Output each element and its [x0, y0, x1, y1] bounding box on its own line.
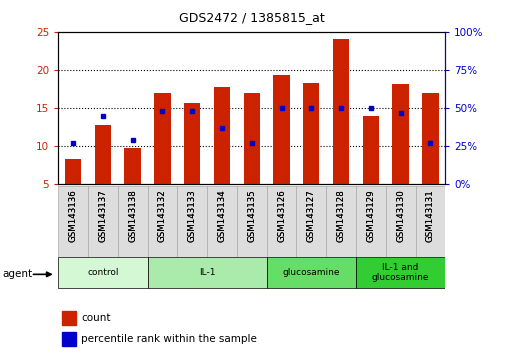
Bar	[124, 148, 140, 184]
Text: GSM143130: GSM143130	[395, 189, 405, 242]
FancyBboxPatch shape	[266, 257, 355, 288]
FancyBboxPatch shape	[58, 186, 88, 257]
Bar	[243, 93, 260, 184]
Text: GSM143127: GSM143127	[306, 189, 315, 242]
Bar	[213, 87, 230, 184]
Bar	[421, 93, 438, 184]
Text: GDS2472 / 1385815_at: GDS2472 / 1385815_at	[178, 11, 324, 24]
Text: GSM143134: GSM143134	[217, 189, 226, 242]
Bar	[94, 125, 111, 184]
Bar	[65, 159, 81, 184]
Text: GSM143128: GSM143128	[336, 189, 345, 242]
FancyBboxPatch shape	[415, 186, 444, 257]
Bar	[362, 116, 378, 184]
Bar	[62, 312, 75, 325]
Bar	[273, 75, 289, 184]
FancyBboxPatch shape	[147, 186, 177, 257]
Bar	[154, 93, 170, 184]
Text: GSM143132: GSM143132	[158, 189, 167, 242]
FancyBboxPatch shape	[266, 186, 296, 257]
Text: GSM143135: GSM143135	[247, 189, 256, 242]
Text: GSM143137: GSM143137	[98, 189, 107, 242]
FancyBboxPatch shape	[355, 186, 385, 257]
Text: GSM143136: GSM143136	[69, 189, 77, 242]
Bar	[184, 103, 200, 184]
FancyBboxPatch shape	[177, 186, 207, 257]
Text: glucosamine: glucosamine	[282, 268, 339, 277]
Text: GSM143138: GSM143138	[128, 189, 137, 242]
Bar	[62, 332, 75, 346]
Text: percentile rank within the sample: percentile rank within the sample	[81, 334, 257, 344]
Text: GSM143137: GSM143137	[98, 189, 107, 242]
Text: count: count	[81, 313, 111, 323]
FancyBboxPatch shape	[355, 257, 444, 288]
Text: GSM143129: GSM143129	[366, 189, 375, 242]
FancyBboxPatch shape	[296, 186, 326, 257]
FancyBboxPatch shape	[207, 186, 236, 257]
FancyBboxPatch shape	[118, 186, 147, 257]
Text: GSM143131: GSM143131	[425, 189, 434, 242]
Text: GSM143133: GSM143133	[187, 189, 196, 242]
FancyBboxPatch shape	[385, 186, 415, 257]
Text: GSM143136: GSM143136	[69, 189, 77, 242]
FancyBboxPatch shape	[236, 186, 266, 257]
FancyBboxPatch shape	[88, 186, 118, 257]
Bar	[302, 83, 319, 184]
Bar	[392, 84, 408, 184]
Bar	[332, 40, 348, 184]
Text: agent: agent	[3, 269, 33, 279]
Text: GSM143132: GSM143132	[158, 189, 167, 242]
FancyBboxPatch shape	[147, 257, 266, 288]
Text: GSM143130: GSM143130	[395, 189, 405, 242]
Text: GSM143128: GSM143128	[336, 189, 345, 242]
Text: GSM143126: GSM143126	[276, 189, 285, 242]
Text: IL-1: IL-1	[198, 268, 215, 277]
Text: GSM143138: GSM143138	[128, 189, 137, 242]
FancyBboxPatch shape	[58, 257, 147, 288]
FancyBboxPatch shape	[326, 186, 355, 257]
Text: GSM143133: GSM143133	[187, 189, 196, 242]
Text: GSM143126: GSM143126	[276, 189, 285, 242]
Text: GSM143131: GSM143131	[425, 189, 434, 242]
Text: GSM143135: GSM143135	[247, 189, 256, 242]
Text: control: control	[87, 268, 118, 277]
Text: IL-1 and
glucosamine: IL-1 and glucosamine	[371, 263, 429, 282]
Text: GSM143129: GSM143129	[366, 189, 375, 242]
Text: GSM143134: GSM143134	[217, 189, 226, 242]
Text: GSM143127: GSM143127	[306, 189, 315, 242]
